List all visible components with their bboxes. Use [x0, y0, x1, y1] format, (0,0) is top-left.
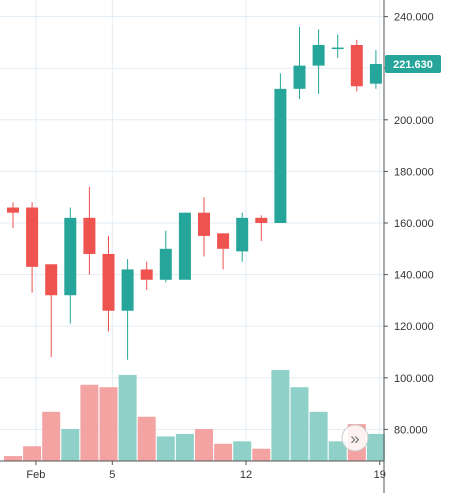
candle-body [312, 44, 325, 66]
volume-bars [4, 370, 385, 461]
candle-body [102, 253, 115, 311]
y-tick-label: 80.000 [394, 424, 428, 436]
last-price-tag: 221.630 [385, 54, 441, 73]
volume-bar [366, 433, 385, 461]
x-tick-label: Feb [26, 469, 45, 481]
double-chevron-right-icon: » [350, 429, 359, 448]
grid [0, 0, 384, 461]
x-tick-label: 12 [240, 469, 252, 481]
volume-bar [23, 446, 42, 461]
candle-body [7, 207, 19, 213]
volume-bar [233, 441, 252, 461]
x-tick-label: 5 [109, 469, 115, 481]
y-tick-label: 180.000 [394, 166, 434, 178]
y-tick-label: 240.000 [394, 12, 434, 24]
y-tick-label: 200.000 [394, 115, 434, 127]
candles [7, 26, 382, 360]
volume-bar [290, 387, 309, 461]
volume-bar [309, 411, 328, 461]
volume-bar [271, 370, 290, 461]
candle-body [178, 212, 191, 280]
y-tick-label: 140.000 [394, 270, 434, 282]
y-tick-label: 120.000 [394, 321, 434, 333]
volume-bar [214, 443, 233, 461]
candle-body [198, 212, 210, 236]
volume-bar [42, 411, 61, 461]
candle-body [274, 88, 287, 223]
volume-bar [175, 433, 194, 461]
last-price-tag-background [385, 54, 441, 73]
scroll-to-realtime-button[interactable]: » [341, 424, 369, 452]
candle-body [83, 217, 96, 254]
candle-body [350, 44, 363, 87]
volume-bar [195, 429, 213, 461]
candle-body [45, 264, 58, 296]
candle-body [26, 207, 39, 267]
candle-body [331, 47, 344, 50]
y-tick-label: 100.000 [394, 373, 434, 385]
candle-body [140, 269, 153, 280]
volume-bar [137, 416, 156, 461]
y-tick-label: 160.000 [394, 218, 434, 230]
x-tick-label: 19 [374, 469, 386, 481]
candle-body [217, 233, 230, 249]
candle-body [159, 248, 172, 280]
candle-body [236, 217, 249, 252]
candle-body [369, 63, 382, 84]
candle-body [293, 65, 306, 89]
volume-bar [80, 384, 99, 461]
volume-bar [328, 441, 347, 461]
volume-bar [118, 374, 137, 461]
candle-body [64, 217, 77, 296]
volume-bar [99, 387, 118, 461]
volume-bar [156, 436, 175, 461]
volume-bar [4, 456, 22, 461]
candle-body [255, 217, 268, 223]
scroll-button-circle [341, 424, 369, 452]
last-price-label: 221.630 [393, 59, 433, 71]
volume-bar [61, 429, 80, 461]
volume-bar [252, 448, 271, 461]
candle-body [121, 269, 134, 311]
